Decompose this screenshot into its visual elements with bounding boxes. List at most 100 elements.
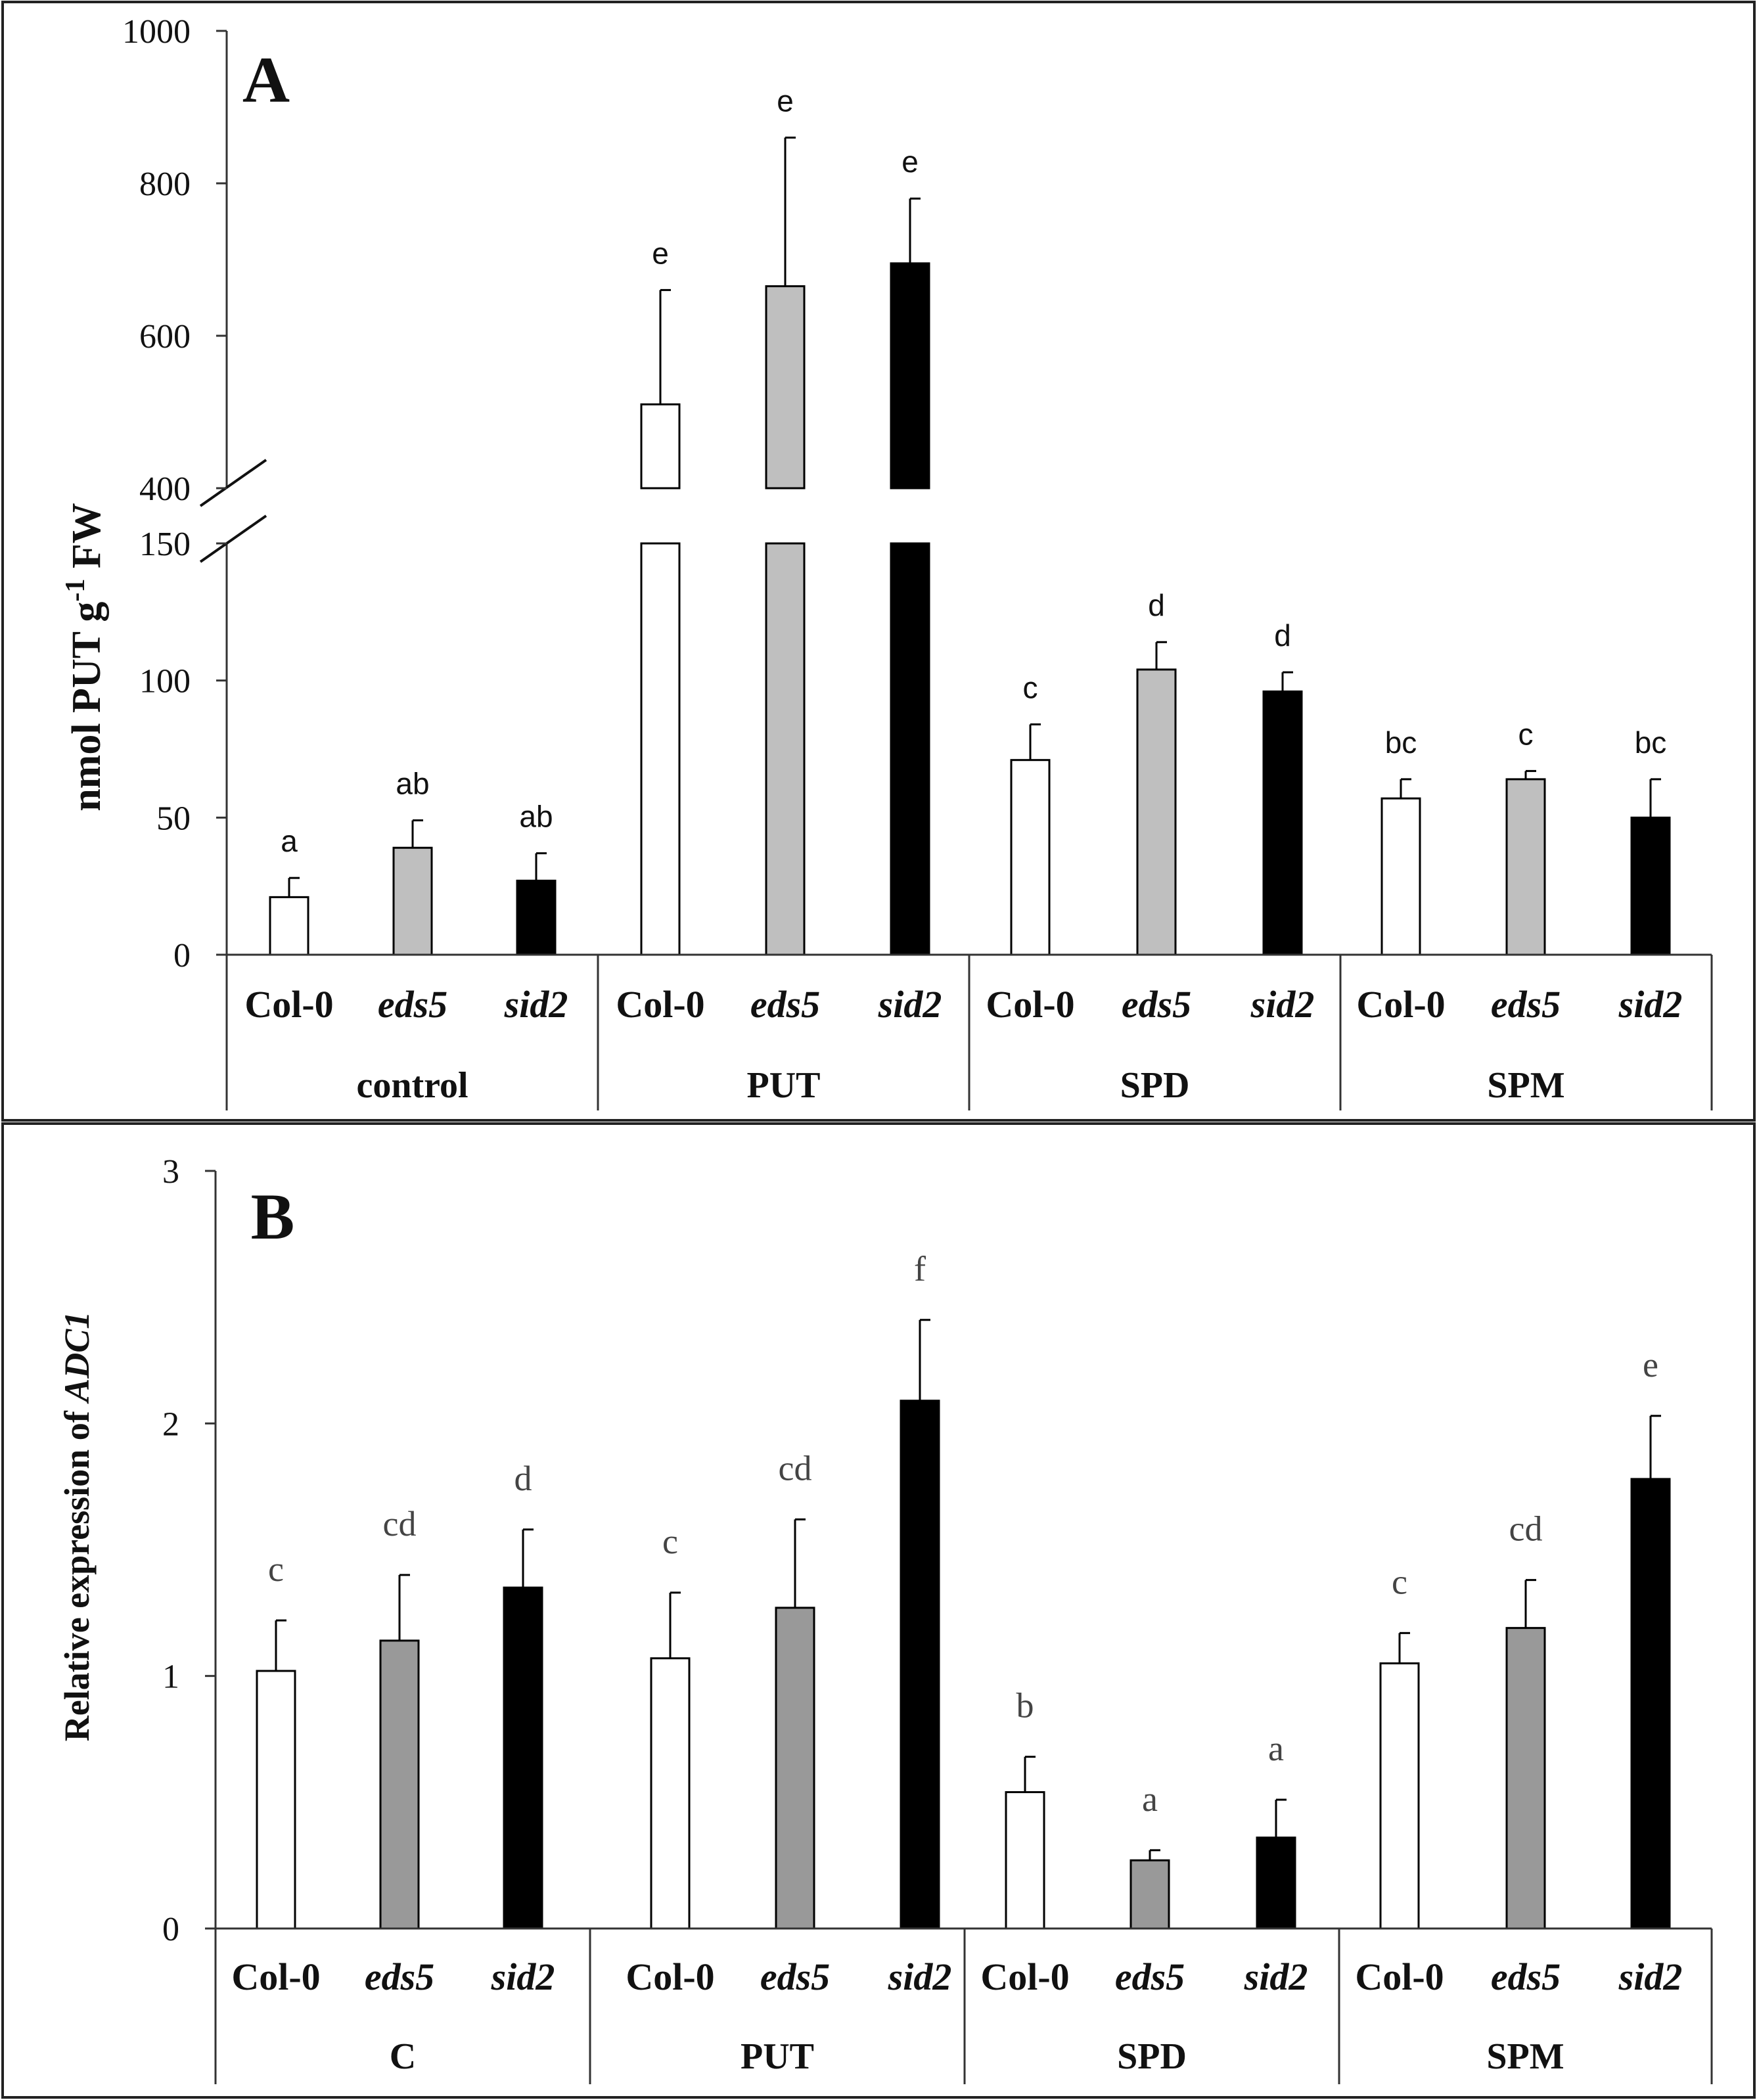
significance-letter: d — [1274, 618, 1291, 652]
bar — [1136, 668, 1177, 956]
genotype-label: eds5 — [1115, 1955, 1185, 1998]
y-tick-label: 150 — [139, 526, 191, 563]
genotype-label: Col-0 — [1356, 983, 1445, 1026]
genotype-label: sid2 — [504, 983, 568, 1026]
panel-a-y-axis-label: nmol PUT g-1 FW — [60, 503, 109, 811]
genotype-label: eds5 — [1122, 983, 1191, 1026]
axis-break-mark-upper — [199, 459, 267, 507]
axis-break-mark-lower — [199, 514, 267, 563]
significance-letter: f — [914, 1249, 926, 1289]
genotype-label: sid2 — [1618, 983, 1683, 1026]
panel-a-frame — [1, 1, 1756, 1122]
panel-b: B Relative expression of ADC1 0 1 2 3 c Col-0… — [57, 1153, 1713, 2084]
significance-letter: cd — [779, 1448, 812, 1488]
bar — [890, 542, 930, 956]
bar — [890, 262, 930, 490]
bar — [516, 879, 557, 956]
significance-letter: e — [777, 83, 794, 118]
significance-letter: a — [1142, 1779, 1158, 1819]
bar — [1005, 1791, 1045, 1930]
significance-letter: d — [514, 1459, 532, 1498]
significance-letter: d — [1148, 588, 1165, 622]
significance-letter: ab — [396, 767, 429, 801]
panel-b-label: B — [251, 1180, 295, 1253]
y-tick-label: 600 — [139, 318, 191, 355]
genotype-label: Col-0 — [980, 1955, 1069, 1998]
significance-letter: c — [1023, 670, 1038, 704]
genotype-label: sid2 — [1250, 983, 1315, 1026]
bar — [640, 542, 681, 956]
group-label: SPD — [1117, 2036, 1187, 2077]
genotype-label: sid2 — [878, 983, 942, 1026]
bar — [1379, 1662, 1420, 1930]
significance-letter: b — [1016, 1686, 1034, 1725]
group-label: PUT — [741, 2036, 814, 2077]
panel-a: A nmol PUT g-1 FW 400 600 800 1000 0 50 100 150… — [60, 13, 1713, 1110]
genotype-label: sid2 — [888, 1955, 952, 1998]
bar — [379, 1639, 420, 1930]
bar — [256, 1670, 296, 1930]
significance-letter: c — [268, 1549, 284, 1589]
genotype-label: eds5 — [750, 983, 820, 1026]
group-label: SPM — [1486, 2036, 1564, 2077]
genotype-label: Col-0 — [244, 983, 333, 1026]
y-tick-label: 0 — [162, 1911, 179, 1948]
y-tick-label: 1 — [162, 1658, 179, 1696]
significance-letter: a — [1268, 1729, 1284, 1768]
panel-a-label: A — [242, 43, 290, 116]
genotype-label: Col-0 — [986, 983, 1074, 1026]
bar — [1010, 759, 1051, 956]
group-label: PUT — [747, 1065, 821, 1106]
group-label: C — [390, 2036, 416, 2077]
significance-letter: e — [652, 236, 669, 270]
bar — [765, 542, 806, 956]
significance-letter: bc — [1385, 725, 1417, 760]
genotype-label: sid2 — [1244, 1955, 1308, 1998]
bar — [1630, 1478, 1671, 1930]
significance-letter: cd — [1509, 1509, 1543, 1549]
bar — [1262, 690, 1303, 956]
bar — [765, 285, 806, 490]
y-tick-label: 2 — [162, 1405, 179, 1443]
y-tick-label: 3 — [162, 1153, 179, 1191]
significance-letter: c — [662, 1522, 678, 1561]
significance-letter: c — [1518, 717, 1534, 751]
genotype-label: eds5 — [365, 1955, 434, 1998]
bar — [269, 896, 309, 956]
bar — [640, 403, 681, 490]
genotype-label: eds5 — [1491, 983, 1561, 1026]
group-label: SPD — [1120, 1065, 1190, 1106]
bar — [1130, 1859, 1170, 1930]
y-tick-label: 800 — [139, 166, 191, 203]
group-label: control — [356, 1065, 468, 1106]
bar — [1381, 797, 1421, 956]
genotype-label: Col-0 — [231, 1955, 320, 1998]
bar — [1256, 1837, 1296, 1930]
significance-letter: ab — [519, 800, 553, 834]
y-tick-label: 400 — [139, 470, 191, 508]
panel-b-frame — [1, 1122, 1756, 2099]
bar — [650, 1657, 691, 1930]
genotype-label: eds5 — [378, 983, 447, 1026]
genotype-label: eds5 — [1491, 1955, 1561, 1998]
genotype-label: eds5 — [760, 1955, 830, 1998]
significance-letter: e — [901, 145, 919, 179]
group-label: SPM — [1487, 1065, 1564, 1106]
bar — [1630, 816, 1671, 956]
y-tick-label: 100 — [139, 663, 191, 700]
genotype-label: Col-0 — [626, 1955, 714, 1998]
significance-letter: bc — [1635, 725, 1667, 760]
bar — [775, 1607, 815, 1930]
genotype-label: Col-0 — [1355, 1955, 1444, 1998]
y-tick-label: 0 — [173, 937, 191, 974]
genotype-label: sid2 — [1618, 1955, 1683, 1998]
significance-letter: e — [1643, 1345, 1658, 1384]
y-tick-label: 50 — [156, 800, 191, 837]
significance-letter: cd — [383, 1504, 417, 1543]
bar — [900, 1400, 940, 1930]
bar — [1505, 1627, 1546, 1930]
significance-letter: c — [1392, 1562, 1407, 1601]
bar — [1505, 778, 1546, 956]
significance-letter: a — [281, 824, 298, 858]
